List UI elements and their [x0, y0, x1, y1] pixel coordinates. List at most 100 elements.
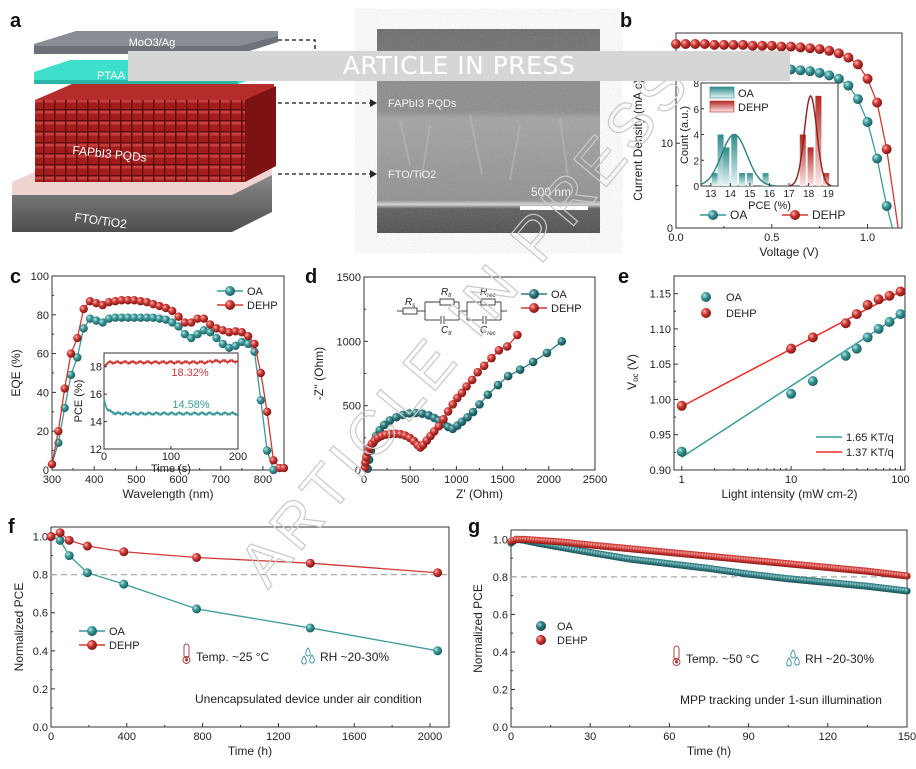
data-point: [814, 44, 825, 55]
data-point: [493, 380, 503, 390]
data-point: [98, 318, 107, 327]
data-point: [111, 313, 120, 322]
plot-frame: [675, 32, 903, 229]
y-tick-label: 0.6: [493, 609, 508, 621]
thermometer-fill: [185, 658, 188, 662]
y-tick-label: 1.0: [33, 532, 48, 544]
histogram-bar-dehp: [807, 147, 814, 186]
data-point: [790, 210, 800, 220]
x-tick-label: 400: [85, 474, 103, 486]
inset-y-tick-label: 6: [693, 105, 699, 116]
data-point: [433, 568, 443, 578]
x-tick-label: 0.0: [668, 232, 683, 244]
subscript: s: [412, 303, 415, 309]
x-tick-label: 1.0: [860, 232, 875, 244]
x-axis-label: Time (h): [228, 744, 272, 758]
data-point: [237, 328, 247, 337]
subscript: rec: [487, 331, 495, 337]
data-point: [404, 409, 414, 418]
data-point: [528, 357, 538, 367]
droplet: [786, 657, 792, 667]
y-tick-label: 0.8: [493, 572, 508, 584]
data-point: [82, 568, 92, 578]
droplet: [790, 649, 796, 659]
data-point: [479, 361, 489, 371]
y-tick-label: 1.15: [650, 289, 671, 301]
data-point: [119, 547, 129, 557]
x-tick-label: 150: [898, 731, 916, 743]
x-tick-label: 0: [508, 731, 514, 743]
x-axis-label: Z' (Ohm): [456, 487, 503, 501]
data-point: [843, 80, 854, 91]
y-tick-label: 0.4: [33, 646, 48, 658]
data-point: [840, 318, 851, 329]
data-point: [218, 326, 228, 335]
data-point: [738, 39, 749, 50]
y-tick-label: 500: [343, 401, 361, 413]
data-point: [392, 412, 401, 422]
panel-letter-g: g: [468, 516, 481, 538]
legend-label: OA: [730, 208, 747, 222]
data-point: [46, 532, 56, 542]
data-point: [852, 59, 863, 70]
chart-panel-f: 0 400 800 1200 1600 2000 0.0 0.2 0.4 0.6 0.8 1.0 Tim…: [12, 526, 450, 758]
x-tick-label: 400: [118, 731, 136, 743]
data-point: [79, 324, 88, 333]
chart-panel-b: 0.0 0.5 1.0 0 10 Voltage (V) Current Density (…: [631, 32, 903, 259]
data-point: [231, 341, 240, 351]
data-point: [766, 40, 777, 51]
data-point: [680, 39, 691, 50]
data-point: [269, 456, 278, 465]
legend-label: DEHP: [551, 303, 582, 315]
data-point: [483, 390, 493, 400]
pce-trace-dehp: [103, 358, 239, 368]
data-point: [64, 535, 74, 545]
thermometer-icon: [672, 645, 681, 666]
thermometer-fill: [675, 660, 678, 664]
y-tick-label: 1.05: [650, 359, 671, 371]
data-point: [87, 626, 97, 636]
data-point: [824, 70, 835, 81]
data-point: [468, 407, 478, 417]
data-point: [862, 299, 873, 310]
scale-bar: [520, 206, 588, 210]
data-point: [73, 353, 82, 362]
inset-y-tick-label: 12: [90, 444, 102, 456]
data-point: [130, 296, 139, 305]
sem-label-fto: FTO/TiO2: [388, 169, 436, 181]
data-point: [136, 297, 145, 306]
y-tick-label: 0: [667, 223, 673, 235]
y-tick-label: 0.0: [33, 722, 48, 734]
y-tick-label: 1000: [337, 336, 361, 348]
inset-annotation-oa: 14.58%: [172, 399, 210, 411]
data-point: [149, 299, 158, 309]
data-point: [237, 337, 247, 347]
droplet: [301, 655, 307, 665]
y-tick-label: 0.90: [650, 465, 671, 477]
data-point: [699, 39, 710, 50]
humidity-label: RH ~20-30%: [805, 652, 874, 666]
data-point: [473, 367, 482, 377]
data-point: [104, 314, 114, 323]
x-tick-label: 0: [361, 474, 367, 486]
data-point: [701, 292, 711, 302]
data-point: [709, 39, 720, 50]
histogram-bar-oa: [739, 173, 746, 186]
data-point: [54, 427, 63, 436]
data-point: [142, 297, 152, 307]
data-point: [786, 388, 797, 399]
chart-panel-g: 0 30 60 90 120 150 0.0 0.2 0.4 0.6 0.8 1.0 Time (h) N…: [471, 529, 916, 758]
data-point: [199, 314, 209, 323]
data-point: [439, 414, 448, 424]
data-point: [840, 350, 851, 361]
data-point: [676, 446, 687, 457]
data-point: [873, 323, 884, 334]
data-point: [536, 621, 546, 631]
data-point: [193, 314, 202, 323]
data-point: [463, 412, 472, 422]
data-point: [225, 286, 235, 296]
x-tick-label: 0.5: [764, 232, 779, 244]
data-point: [231, 327, 240, 336]
data-point: [47, 459, 57, 469]
data-point: [269, 465, 278, 475]
